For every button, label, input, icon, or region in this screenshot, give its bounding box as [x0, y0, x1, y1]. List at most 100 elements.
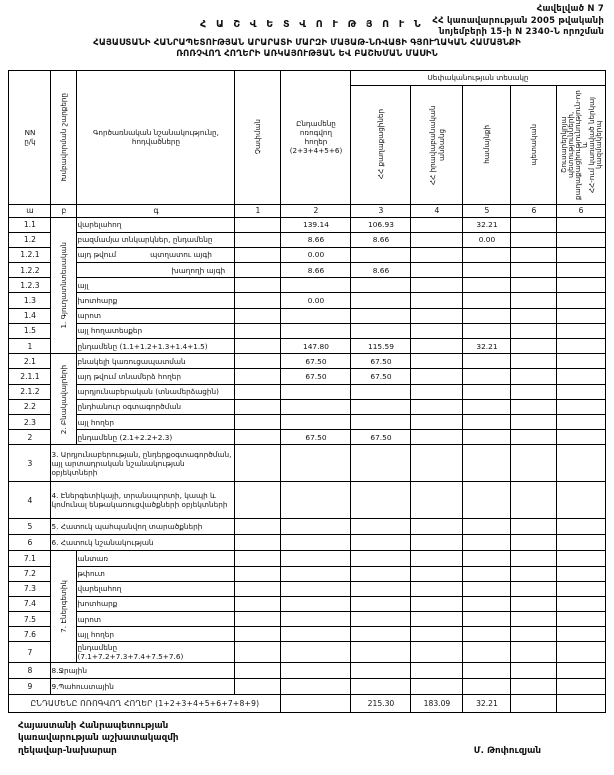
row-s3 [462, 662, 512, 680]
row-s3 [462, 383, 512, 400]
row-name: արոտ [76, 307, 236, 324]
row-s3 [462, 246, 512, 264]
signatory-line-1: Հայաստանի Հանրապետության [18, 720, 169, 731]
row-total [280, 398, 352, 415]
table-row: 2.3 այլ հողեր [8, 413, 606, 431]
row-s4 [510, 662, 558, 680]
row-s4 [510, 398, 558, 415]
row-s4 [510, 368, 558, 385]
row-s3 [462, 611, 512, 628]
row-nn: 4 [8, 481, 52, 520]
row-s4 [510, 611, 558, 628]
row-s4 [510, 534, 558, 552]
row-nn: 5 [8, 518, 52, 536]
row-s1 [350, 246, 412, 264]
row-total [280, 444, 352, 483]
table-row-wide: 5 5. Հատուկ պահպանվող տարածքների [8, 518, 606, 536]
row-total [280, 550, 352, 567]
row-name-sub: խաղողի այգի [171, 265, 226, 275]
row-s1 [350, 534, 412, 552]
row-name: ընդամենը (7.1+7.2+7.3+7.4+7.5+7.6) [76, 641, 236, 664]
row-total: 67.50 [280, 368, 352, 385]
row-s5 [556, 550, 606, 567]
row-s2 [410, 216, 464, 233]
th-nn: NN ը/կ [8, 69, 52, 205]
colnum-5: 6 [510, 203, 558, 218]
table-row: 7.3 վարելահող [8, 580, 606, 597]
row-measure [234, 216, 282, 233]
row-measure [234, 246, 282, 264]
row-s5 [556, 292, 606, 309]
row-s1 [350, 277, 412, 294]
header-row-top: NN ը/կ Խմբավորման շարքերը Գործառնական նշ… [8, 69, 606, 205]
th-citizens: ՀՀ քաղաքացիներ [350, 84, 412, 205]
row-s2 [410, 611, 464, 628]
row-name: անտառ [76, 550, 236, 567]
row-total: 67.50 [280, 353, 352, 370]
row-s1: 106.93 [350, 216, 412, 233]
row-measure [234, 353, 282, 370]
table-row-subtotal: 2 ընդամենը (2.1+2.2+2.3) 67.50 67.50 [8, 429, 606, 446]
row-s1: 67.50 [350, 429, 412, 446]
table-row-subtotal: 7 ընդամենը (7.1+7.2+7.3+7.4+7.5+7.6) [8, 641, 606, 664]
row-s2 [410, 262, 464, 279]
row-s2 [410, 429, 464, 446]
row-s3 [462, 565, 512, 582]
row-s3: 0.00 [462, 231, 512, 248]
column-number-row: ա բ գ 1 2 3 4 5 6 6 [8, 203, 606, 218]
annex-reference: Հավելված N 7 ՀՀ կառավարության 2005 թվակա… [10, 4, 604, 39]
row-total [280, 611, 352, 628]
row-s4 [510, 307, 558, 324]
row-s4 [510, 678, 558, 696]
row-s2 [410, 307, 464, 324]
row-name: այլ հողեր [76, 626, 236, 643]
row-measure [234, 595, 282, 613]
header-row-bottom: ՀՀ քաղաքացիներ ՀՀ իրավաբանական անձանց հա… [9, 84, 606, 205]
grand-total-row: ԸՆԴԱՄԵՆԸ ՈՌՈԳՎՈՂ ՀՈՂԵՐ (1+2+3+4+5+6+7+8+… [8, 694, 606, 714]
row-s1: 67.50 [350, 353, 412, 370]
document-header: Հավելված N 7 ՀՀ կառավարության 2005 թվակա… [0, 0, 614, 61]
row-s4 [510, 277, 558, 294]
row-s4 [510, 565, 558, 582]
row-s5 [556, 534, 606, 552]
colnum-a: ա [8, 203, 52, 218]
row-s2 [410, 277, 464, 294]
row-s5 [556, 246, 606, 264]
row-s3 [462, 678, 512, 696]
row-s3 [462, 368, 512, 385]
row-measure [234, 307, 282, 324]
row-total [280, 662, 352, 680]
row-total: 8.66 [280, 262, 352, 279]
th-measure-unit: Չափման [234, 69, 282, 205]
th-legal-entities: ՀՀ իրավաբանական անձանց [410, 84, 464, 205]
document-footer: Հայաստանի Հանրապետության կառավարության ա… [18, 720, 596, 758]
row-s1 [350, 444, 412, 483]
table-row-wide: 9 9.Պահուստային [8, 678, 606, 696]
row-measure [234, 383, 282, 400]
row-s4 [510, 481, 558, 520]
row-s2 [410, 246, 464, 264]
table-row: 1.4 արոտ [8, 307, 606, 324]
row-s3 [462, 641, 512, 664]
row-measure [234, 429, 282, 446]
row-name: 3. Արդյունաբերության, ընդերքօգտագործման,… [50, 444, 236, 483]
row-s5 [556, 662, 606, 680]
row-name: այլ հողեր [76, 413, 236, 431]
row-s1 [350, 662, 412, 680]
row-measure [234, 444, 282, 483]
row-s2 [410, 518, 464, 536]
row-s2 [410, 534, 464, 552]
row-nn: 2 [8, 429, 52, 446]
row-s3 [462, 550, 512, 567]
row-s1 [350, 678, 412, 696]
row-name: խաղողի այգի [76, 262, 236, 279]
row-measure [234, 262, 282, 279]
row-s1 [350, 292, 412, 309]
row-s4 [510, 580, 558, 597]
row-nn: 7.5 [8, 611, 52, 628]
row-s1 [350, 565, 412, 582]
th-foreign: Շուսարերկրյա պետությունների, քաղաքացիութ… [556, 84, 606, 205]
row-s5 [556, 641, 606, 664]
row-s1 [350, 413, 412, 431]
